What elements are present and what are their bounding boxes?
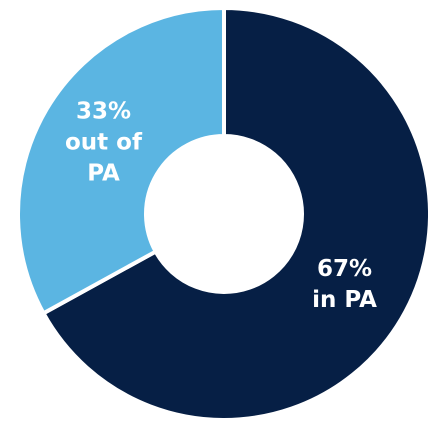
donut-slice: [16, 5, 226, 316]
value-label: 33%: [75, 98, 132, 125]
slice-label: 33% out of PA: [51, 96, 155, 189]
category-label: out of PA: [64, 129, 142, 187]
slice-label: 67% in PA: [293, 254, 397, 316]
donut-slice: [40, 5, 428, 422]
value-label: 67%: [316, 256, 373, 283]
category-label: in PA: [312, 287, 377, 314]
